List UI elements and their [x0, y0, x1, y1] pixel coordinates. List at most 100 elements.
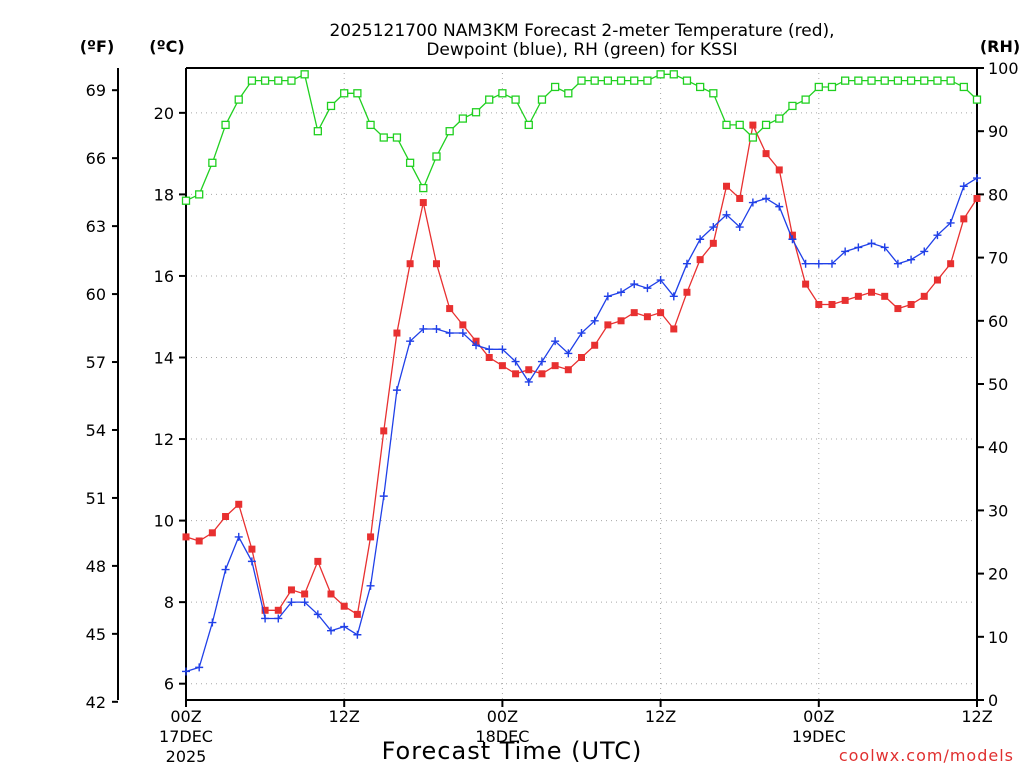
rh-point — [643, 76, 652, 85]
temperature-point — [261, 606, 269, 614]
dewpoint-series — [182, 174, 981, 676]
rh-tick-label: 60 — [988, 312, 1008, 331]
temperature-point — [195, 537, 203, 545]
dewpoint-point — [854, 243, 863, 252]
rh-point — [498, 89, 507, 98]
dewpoint-point — [445, 329, 454, 338]
temperature-point — [248, 545, 256, 553]
rh-point — [379, 133, 388, 142]
temperature-point — [340, 602, 348, 610]
rh-point — [247, 76, 257, 85]
temperature-point — [591, 341, 599, 349]
temperature-point — [881, 292, 889, 300]
celsius-tick-label: 18 — [154, 185, 174, 204]
temperature-point — [973, 194, 981, 202]
rh-point — [616, 76, 626, 85]
rh-point — [788, 101, 797, 111]
temperature-point — [854, 292, 862, 300]
dewpoint-point — [788, 235, 797, 244]
rh-tick-label: 0 — [988, 691, 998, 710]
rh-point — [221, 120, 230, 130]
rh-point — [735, 120, 744, 130]
rh-tick-label: 90 — [988, 122, 1008, 141]
dewpoint-point — [392, 386, 401, 395]
dewpoint-line — [185, 177, 978, 673]
temperature-point — [459, 321, 467, 329]
rh-point — [801, 95, 810, 104]
dewpoint-point — [577, 329, 586, 338]
dewpoint-point — [524, 377, 533, 386]
rh-point — [972, 95, 982, 104]
temperature-point — [512, 370, 520, 378]
dewpoint-point — [511, 357, 520, 366]
dewpoint-point — [340, 622, 349, 631]
rh-tick-label: 70 — [988, 249, 1008, 268]
rh-point — [669, 70, 678, 79]
dewpoint-point — [814, 259, 823, 268]
dewpoint-point — [551, 337, 560, 346]
temperature-point — [406, 260, 414, 268]
dewpoint-point — [907, 255, 916, 264]
rh-point — [445, 127, 454, 136]
dewpoint-point — [353, 630, 362, 639]
temperature-point — [498, 362, 506, 370]
dewpoint-point — [682, 259, 691, 268]
rh-point — [234, 95, 243, 104]
temperature-point — [327, 590, 335, 598]
chart-title-line-2: Dewpoint (blue), RH (green) for KSSI — [426, 40, 737, 60]
dewpoint-point — [300, 598, 309, 607]
temperature-point — [960, 215, 968, 223]
temperature-point — [380, 427, 388, 435]
rh-point — [854, 76, 863, 85]
celsius-tick-label: 6 — [164, 675, 174, 694]
rh-point — [761, 120, 771, 130]
temperature-point — [630, 309, 638, 317]
dewpoint-point — [313, 610, 322, 619]
dewpoint-point — [920, 247, 929, 256]
dewpoint-point — [208, 618, 217, 627]
temperature-point — [604, 321, 612, 329]
temperature-point — [485, 353, 493, 361]
x-tick-label: 00Z — [487, 707, 518, 726]
rh-point — [841, 76, 850, 85]
celsius-axis-label: (ºC) — [149, 37, 184, 56]
rh-point — [550, 82, 560, 92]
x-tick-label: 12Z — [329, 707, 360, 726]
rh-point — [696, 82, 705, 92]
temperature-point — [564, 366, 572, 374]
rh-point — [405, 158, 415, 167]
rh-point — [590, 76, 599, 85]
rh-point — [419, 183, 428, 193]
rh-point — [893, 76, 903, 85]
rh-point — [260, 76, 270, 85]
temperature-point — [696, 256, 704, 264]
rh-line — [185, 73, 978, 202]
rh-axis-label: (RH) — [980, 37, 1020, 56]
rh-tick-label: 30 — [988, 501, 1008, 520]
rh-point — [630, 76, 639, 85]
temperature-point — [222, 513, 230, 521]
rh-tick-label: 10 — [988, 628, 1008, 647]
rh-point — [181, 196, 191, 205]
axes: 42 45 48 51 54 57 60 63 66 69 6 8 10 12 14 16 18 20 0 10 20 3… — [86, 59, 1019, 766]
temperature-point — [670, 325, 678, 333]
temperature-point — [723, 182, 731, 190]
rh-point — [906, 76, 916, 85]
dewpoint-point — [696, 235, 705, 244]
temperature-point — [683, 288, 691, 296]
fahrenheit-tick-label: 63 — [86, 217, 106, 236]
temperature-point — [314, 557, 322, 565]
rh-point — [946, 76, 955, 85]
x-tick-date-label: 19DEC — [792, 727, 846, 746]
celsius-tick-label: 20 — [154, 104, 174, 123]
rh-point — [511, 95, 520, 104]
celsius-tick-label: 12 — [154, 430, 174, 449]
dewpoint-point — [472, 341, 481, 350]
dewpoint-point — [748, 198, 757, 207]
rh-point — [340, 89, 349, 98]
gridlines — [186, 68, 977, 700]
rh-point — [300, 70, 309, 79]
rh-point — [722, 120, 731, 130]
fahrenheit-tick-label: 54 — [86, 421, 106, 440]
